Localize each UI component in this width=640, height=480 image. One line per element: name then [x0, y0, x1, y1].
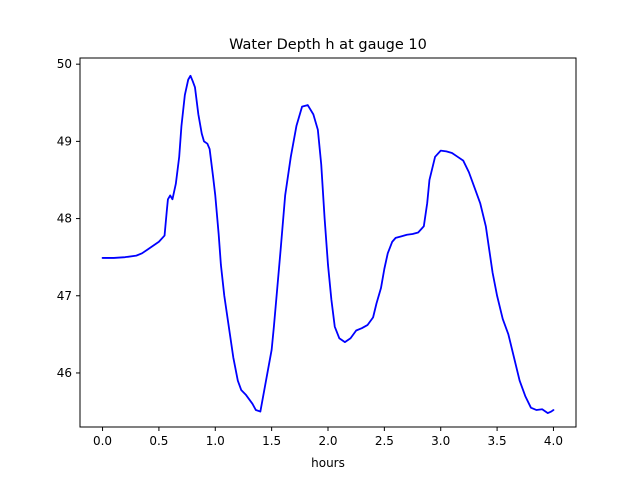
x-tick-label: 0.0: [93, 434, 112, 448]
series-layer: [101, 74, 555, 415]
y-tick-label: 47: [57, 289, 72, 303]
y-axis: 46 47 48 49 50: [57, 57, 80, 380]
y-tick-label: 46: [57, 366, 72, 380]
y-tick-label: 48: [57, 212, 72, 226]
y-tick-label: 50: [57, 57, 72, 71]
x-tick-label: 1.5: [262, 434, 281, 448]
x-axis-label: hours: [311, 456, 345, 470]
plot-area: [79, 57, 577, 428]
x-tick-label: 3.0: [431, 434, 450, 448]
x-tick-label: 0.5: [149, 434, 168, 448]
x-axis: 0.0 0.5 1.0 1.5 2.0 2.5 3.0 3.5 4.0: [93, 427, 563, 448]
x-tick-label: 1.0: [206, 434, 225, 448]
chart-title: Water Depth h at gauge 10: [229, 37, 427, 53]
x-tick-label: 2.5: [375, 434, 394, 448]
plot-frame: [79, 57, 577, 428]
series-line-0: [101, 74, 555, 415]
x-tick-label: 2.0: [318, 434, 337, 448]
y-tick-label: 49: [57, 134, 72, 148]
x-tick-label: 4.0: [544, 434, 563, 448]
x-tick-label: 3.5: [488, 434, 507, 448]
